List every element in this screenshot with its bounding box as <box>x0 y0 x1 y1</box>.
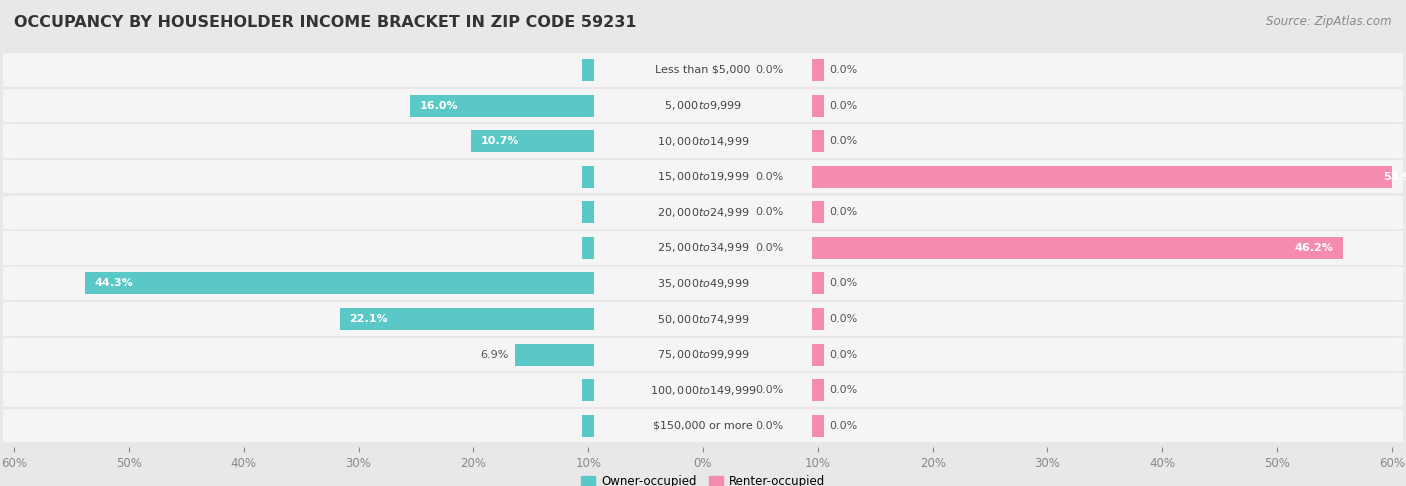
Text: 0.0%: 0.0% <box>755 207 783 217</box>
Bar <box>582 415 593 437</box>
Text: 10.7%: 10.7% <box>481 136 519 146</box>
Bar <box>813 344 824 365</box>
Text: OCCUPANCY BY HOUSEHOLDER INCOME BRACKET IN ZIP CODE 59231: OCCUPANCY BY HOUSEHOLDER INCOME BRACKET … <box>14 15 637 30</box>
Text: 53.9%: 53.9% <box>1384 172 1406 182</box>
Text: 22.1%: 22.1% <box>349 314 388 324</box>
Bar <box>3 124 1403 158</box>
Text: 0.0%: 0.0% <box>830 421 858 431</box>
Text: $25,000 to $34,999: $25,000 to $34,999 <box>657 242 749 254</box>
Bar <box>813 273 824 295</box>
Bar <box>3 160 1403 193</box>
Text: 0.0%: 0.0% <box>830 136 858 146</box>
Bar <box>3 373 1403 407</box>
Bar <box>3 195 1403 229</box>
Bar <box>3 267 1403 300</box>
Bar <box>340 308 593 330</box>
Bar <box>3 53 1403 87</box>
Bar <box>411 94 593 117</box>
Bar <box>582 201 593 223</box>
Text: $50,000 to $74,999: $50,000 to $74,999 <box>657 312 749 326</box>
Text: 6.9%: 6.9% <box>481 349 509 360</box>
Bar <box>813 166 1406 188</box>
Bar <box>3 89 1403 122</box>
Text: 46.2%: 46.2% <box>1295 243 1333 253</box>
Text: 0.0%: 0.0% <box>830 207 858 217</box>
Text: $10,000 to $14,999: $10,000 to $14,999 <box>657 135 749 148</box>
Text: 0.0%: 0.0% <box>830 65 858 75</box>
Text: $150,000 or more: $150,000 or more <box>654 421 752 431</box>
Text: $15,000 to $19,999: $15,000 to $19,999 <box>657 170 749 183</box>
Text: $20,000 to $24,999: $20,000 to $24,999 <box>657 206 749 219</box>
Text: 0.0%: 0.0% <box>755 172 783 182</box>
Text: 0.0%: 0.0% <box>755 421 783 431</box>
Text: $5,000 to $9,999: $5,000 to $9,999 <box>664 99 742 112</box>
Bar <box>813 379 824 401</box>
Text: $100,000 to $149,999: $100,000 to $149,999 <box>650 383 756 397</box>
Bar <box>3 231 1403 264</box>
Text: 0.0%: 0.0% <box>830 101 858 110</box>
Text: 44.3%: 44.3% <box>94 278 134 289</box>
Bar <box>582 59 593 81</box>
Bar <box>3 302 1403 336</box>
Text: 0.0%: 0.0% <box>830 385 858 395</box>
Bar <box>813 237 1343 259</box>
Bar <box>471 130 593 152</box>
Text: 0.0%: 0.0% <box>755 65 783 75</box>
Text: 0.0%: 0.0% <box>830 349 858 360</box>
Bar <box>582 166 593 188</box>
Bar <box>813 130 824 152</box>
Text: 0.0%: 0.0% <box>755 385 783 395</box>
Bar <box>515 344 593 365</box>
Bar <box>813 59 824 81</box>
Bar <box>813 308 824 330</box>
Bar <box>813 94 824 117</box>
Bar <box>582 237 593 259</box>
Bar <box>582 379 593 401</box>
Text: Source: ZipAtlas.com: Source: ZipAtlas.com <box>1267 15 1392 28</box>
Text: 0.0%: 0.0% <box>755 243 783 253</box>
Text: 0.0%: 0.0% <box>830 314 858 324</box>
Text: 16.0%: 16.0% <box>419 101 458 110</box>
Legend: Owner-occupied, Renter-occupied: Owner-occupied, Renter-occupied <box>576 470 830 486</box>
Bar <box>813 201 824 223</box>
Text: Less than $5,000: Less than $5,000 <box>655 65 751 75</box>
Text: $35,000 to $49,999: $35,000 to $49,999 <box>657 277 749 290</box>
Bar <box>3 409 1403 442</box>
Text: 0.0%: 0.0% <box>830 278 858 289</box>
Bar <box>86 273 593 295</box>
Bar <box>813 415 824 437</box>
Bar <box>3 338 1403 371</box>
Text: $75,000 to $99,999: $75,000 to $99,999 <box>657 348 749 361</box>
